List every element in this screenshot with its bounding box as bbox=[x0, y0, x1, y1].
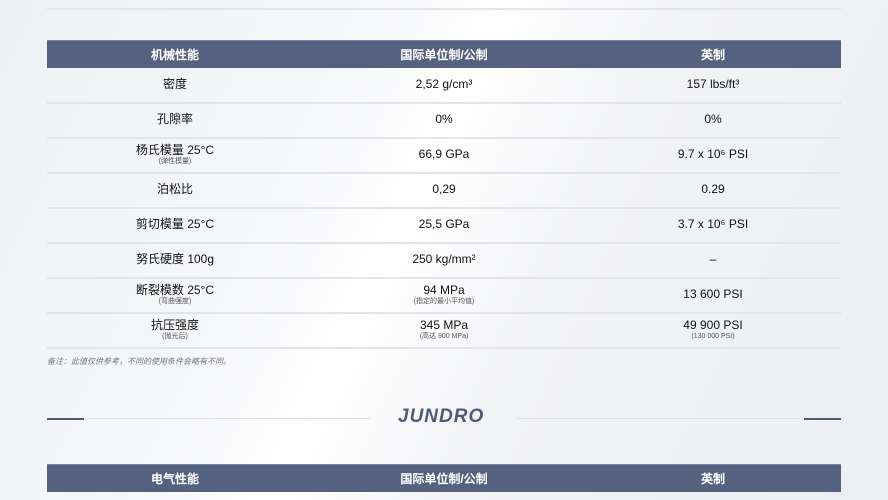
footnote: 备注：此值仅供参考，不同的使用条件会略有不同。 bbox=[47, 357, 231, 366]
top-divider bbox=[47, 8, 841, 10]
cell-si-value: 0,29 bbox=[303, 172, 585, 209]
cell-si-value: 66,9 GPa bbox=[303, 137, 585, 174]
property-text: 杨氏模量 25°C bbox=[135, 143, 215, 158]
property-text: 断裂模数 25°C bbox=[135, 283, 215, 298]
imperial-value-text: 9.7 x 10⁶ PSI bbox=[677, 147, 749, 162]
property-subtext: (弹性模量) bbox=[158, 157, 192, 165]
si-value-text: 0,29 bbox=[432, 182, 456, 197]
cell-si-value: 94 MPa (指定的最小平均值) bbox=[303, 277, 585, 314]
si-value-text: 25,5 GPa bbox=[418, 217, 470, 232]
cell-si-value: 0% bbox=[303, 102, 585, 139]
si-value-text: 66,9 GPa bbox=[418, 147, 470, 162]
cell-property: 努氏硬度 100g bbox=[47, 242, 303, 279]
table-row: 杨氏模量 25°C (弹性模量) 66,9 GPa 9.7 x 10⁶ PSI bbox=[47, 137, 841, 174]
cell-si-value: 250 kg/mm² bbox=[303, 242, 585, 279]
jundro-logo: JUNDRO bbox=[398, 406, 485, 427]
table-row: 断裂模数 25°C (弯曲强度) 94 MPa (指定的最小平均值) 13 600 PS… bbox=[47, 277, 841, 314]
si-value-text: 250 kg/mm² bbox=[412, 252, 476, 267]
table-row: 密度 2,52 g/cm³ 157 lbs/ft³ bbox=[47, 67, 841, 104]
imperial-value-text: 0.29 bbox=[701, 182, 725, 197]
cell-property: 剪切模量 25°C bbox=[47, 207, 303, 244]
cell-si-value: 25,5 GPa bbox=[303, 207, 585, 244]
cell-property: 杨氏模量 25°C (弹性模量) bbox=[47, 137, 303, 174]
property-text: 泊松比 bbox=[156, 182, 193, 197]
header-si: 国际单位制/公制 bbox=[303, 40, 585, 68]
cell-property: 抗压强度 (抛光后) bbox=[47, 312, 303, 349]
property-text: 剪切模量 25°C bbox=[135, 217, 215, 232]
si-value-text: 0% bbox=[435, 112, 453, 127]
table-row: 抗压强度 (抛光后) 345 MPa (高达 900 MPa) 49 900 PSI (1… bbox=[47, 312, 841, 349]
si-value-text: 2,52 g/cm³ bbox=[415, 76, 473, 91]
si-value-subtext: (指定的最小平均值) bbox=[413, 297, 475, 305]
property-text: 努氏硬度 100g bbox=[135, 252, 215, 267]
table-row: 剪切模量 25°C 25,5 GPa 3.7 x 10⁶ PSI bbox=[47, 207, 841, 244]
property-text: 抗压强度 bbox=[150, 318, 199, 333]
cell-imperial-value: 9.7 x 10⁶ PSI bbox=[585, 137, 841, 174]
cell-imperial-value: 157 lbs/ft³ bbox=[585, 67, 841, 104]
property-subtext: (弯曲强度) bbox=[158, 297, 192, 305]
table-header-row: 电气性能 国际单位制/公制 英制 bbox=[47, 464, 841, 492]
cell-imperial-value: 0% bbox=[585, 102, 841, 139]
cell-imperial-value: – bbox=[585, 242, 841, 279]
divider-left bbox=[84, 418, 370, 419]
mechanical-properties-table: 机械性能 国际单位制/公制 英制 密度 2,52 g/cm³ 157 lbs/ft³… bbox=[47, 40, 841, 349]
si-value-subtext: (高达 900 MPa) bbox=[419, 332, 469, 340]
cell-imperial-value: 13 600 PSI bbox=[585, 277, 841, 314]
cell-imperial-value: 49 900 PSI (130 000 PSI) bbox=[585, 312, 841, 349]
imperial-value-text: 13 600 PSI bbox=[683, 287, 743, 302]
si-value-text: 94 MPa bbox=[423, 283, 465, 298]
si-value-text: 345 MPa bbox=[419, 318, 469, 333]
cell-si-value: 345 MPa (高达 900 MPa) bbox=[303, 312, 585, 349]
imperial-value-subtext: (130 000 PSI) bbox=[691, 332, 735, 340]
property-subtext: (抛光后) bbox=[162, 332, 188, 340]
imperial-value-text: 157 lbs/ft³ bbox=[686, 76, 740, 91]
divider-left-accent bbox=[47, 418, 84, 420]
imperial-value-text: – bbox=[709, 252, 717, 267]
imperial-value-text: 3.7 x 10⁶ PSI bbox=[677, 217, 749, 232]
cell-property: 泊松比 bbox=[47, 172, 303, 209]
cell-property: 断裂模数 25°C (弯曲强度) bbox=[47, 277, 303, 314]
property-text: 孔隙率 bbox=[156, 112, 193, 127]
cell-property: 密度 bbox=[47, 67, 303, 104]
property-text: 密度 bbox=[162, 76, 187, 91]
table-row: 努氏硬度 100g 250 kg/mm² – bbox=[47, 242, 841, 279]
electrical-properties-table: 电气性能 国际单位制/公制 英制 bbox=[47, 464, 841, 492]
header-property: 电气性能 bbox=[47, 464, 303, 492]
header-si: 国际单位制/公制 bbox=[303, 464, 585, 492]
divider-right-accent bbox=[804, 418, 841, 420]
cell-imperial-value: 3.7 x 10⁶ PSI bbox=[585, 207, 841, 244]
table-row: 泊松比 0,29 0.29 bbox=[47, 172, 841, 209]
header-property: 机械性能 bbox=[47, 40, 303, 68]
header-imperial: 英制 bbox=[585, 464, 841, 492]
imperial-value-text: 49 900 PSI bbox=[683, 318, 743, 333]
imperial-value-text: 0% bbox=[704, 112, 722, 127]
cell-si-value: 2,52 g/cm³ bbox=[303, 67, 585, 104]
header-imperial: 英制 bbox=[585, 40, 841, 68]
divider-right bbox=[517, 418, 803, 419]
table-header-row: 机械性能 国际单位制/公制 英制 bbox=[47, 40, 841, 68]
cell-imperial-value: 0.29 bbox=[585, 172, 841, 209]
table-row: 孔隙率 0% 0% bbox=[47, 102, 841, 139]
cell-property: 孔隙率 bbox=[47, 102, 303, 139]
